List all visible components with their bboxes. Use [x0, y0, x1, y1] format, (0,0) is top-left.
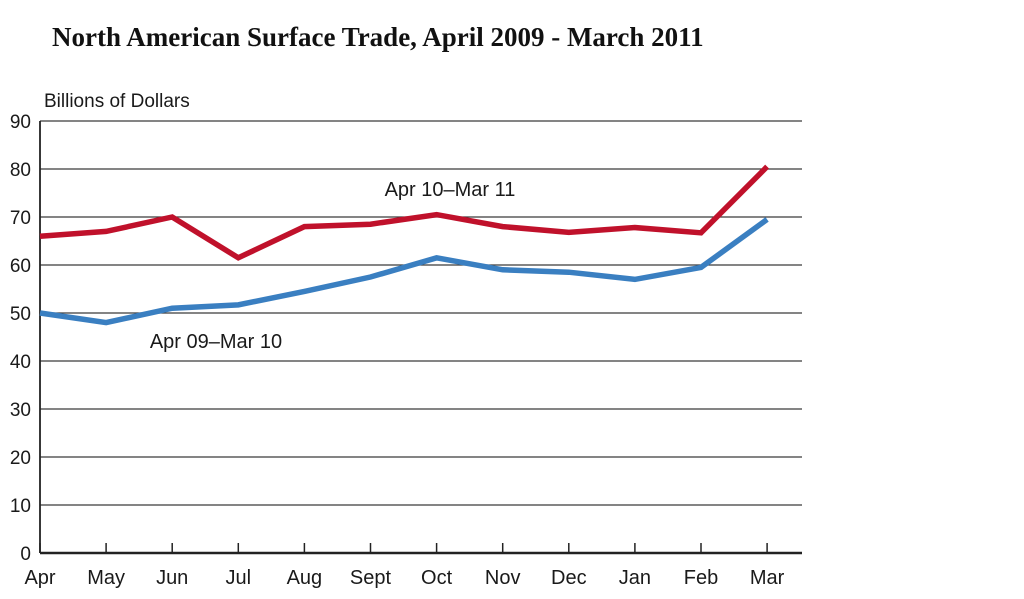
x-tick-label: Jan — [619, 567, 651, 589]
y-tick-label: 60 — [10, 256, 31, 277]
axes — [39, 121, 802, 555]
series-lines — [39, 164, 770, 326]
x-tick-label: Dec — [551, 567, 587, 589]
x-tick-label: Nov — [485, 567, 521, 589]
chart-title: North American Surface Trade, April 2009… — [52, 22, 704, 52]
series-line-0 — [39, 164, 770, 261]
x-tick-label: Oct — [421, 567, 453, 589]
series-line-1 — [39, 217, 769, 326]
y-tick-label: 0 — [20, 544, 31, 565]
y-tick-label: 80 — [10, 160, 31, 181]
x-tick-label: Aug — [287, 567, 323, 589]
y-tick-label: 30 — [10, 400, 31, 421]
x-tick-label: Jun — [156, 567, 188, 589]
y-tick-label: 90 — [10, 112, 31, 133]
x-tick-label: Sept — [350, 567, 392, 589]
y-tick-label: 40 — [10, 352, 31, 373]
chart-labels: 0 10 20 30 40 50 60 70 80 90 Apr May Jun Jul Aug Sept Oc… — [10, 91, 785, 589]
series-label: Apr 09–Mar 10 — [150, 331, 282, 353]
y-tick-label: 70 — [10, 208, 31, 229]
y-axis-label: Billions of Dollars — [44, 91, 190, 112]
y-tick-label: 50 — [10, 304, 31, 325]
x-tick-label: Feb — [684, 567, 718, 589]
x-tick-label: Mar — [750, 567, 785, 589]
x-tick-label: Jul — [226, 567, 252, 589]
y-tick-label: 10 — [10, 496, 31, 517]
x-tick-label: Apr — [24, 567, 55, 589]
y-tick-label: 20 — [10, 448, 31, 469]
x-tick-label: May — [87, 567, 125, 589]
series-label: Apr 10–Mar 11 — [385, 179, 516, 201]
